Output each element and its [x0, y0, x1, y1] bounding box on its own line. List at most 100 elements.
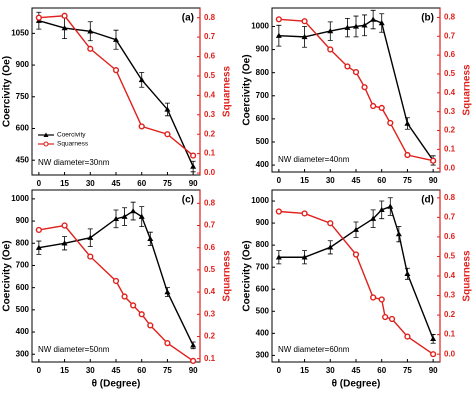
marker: [87, 45, 94, 52]
marker: [35, 244, 42, 250]
x-tick-label: 0: [277, 366, 282, 375]
marker: [301, 18, 308, 25]
marker: [61, 222, 68, 229]
x-tick-label: 15: [300, 176, 309, 185]
marker: [275, 32, 282, 38]
y2-tick-label: 0.2: [444, 310, 456, 319]
series-line: [278, 210, 434, 355]
marker: [112, 277, 120, 285]
marker: [138, 311, 145, 318]
marker: [327, 46, 334, 53]
marker: [404, 120, 411, 126]
marker: [113, 36, 119, 42]
marker: [87, 253, 94, 260]
x-tick-label: 90: [429, 176, 438, 185]
y-tick-label: 600: [16, 124, 30, 133]
series-line: [278, 205, 434, 340]
y-tick-label: 600: [16, 283, 30, 292]
x-tick-label: 15: [300, 366, 309, 375]
marker: [138, 123, 145, 130]
x-tick-label: 0: [37, 179, 42, 188]
marker: [378, 20, 385, 26]
annotation: NW diameter=30nm: [38, 158, 110, 167]
y2-tick-label: 0.0: [444, 163, 456, 172]
marker: [164, 340, 171, 347]
x-tick-label: 75: [403, 366, 412, 375]
y-tick-label: 800: [256, 68, 270, 77]
marker: [275, 208, 282, 215]
marker: [327, 244, 334, 250]
y2-tick-label: 0.5: [444, 252, 456, 261]
marker: [35, 14, 42, 21]
y-tick-label: 900: [16, 60, 30, 69]
y2-tick-label: 0.8: [204, 13, 216, 22]
y2-tick-label: 0.5: [444, 69, 456, 78]
y2-tick-label: 0.6: [204, 52, 216, 61]
marker: [190, 342, 197, 348]
y2-tick-label: 0.0: [204, 168, 216, 177]
legend-label: Coercivity: [57, 132, 86, 139]
annotation: NW diameter=40nm: [278, 155, 350, 164]
marker: [404, 333, 411, 340]
marker: [353, 23, 359, 29]
marker: [344, 24, 351, 30]
x-tick-label: 30: [326, 366, 335, 375]
y-tick-label: 400: [256, 328, 270, 337]
marker: [35, 226, 42, 234]
marker: [430, 157, 437, 164]
x-tick-label: 60: [137, 179, 146, 188]
marker: [378, 104, 385, 112]
x-axis-label: θ (Degree): [332, 379, 381, 390]
panel-label: (b): [421, 13, 434, 24]
marker: [275, 254, 282, 260]
x-tick-label: 90: [429, 366, 438, 375]
panel-label: (d): [421, 195, 434, 206]
marker: [370, 215, 377, 221]
marker: [352, 68, 360, 76]
y2-tick-label: 0.7: [204, 32, 216, 41]
y2-tick-label: 0.8: [444, 193, 456, 202]
marker: [61, 25, 68, 31]
marker: [87, 234, 94, 240]
marker: [61, 12, 68, 19]
marker: [378, 206, 385, 213]
marker: [130, 302, 137, 309]
x-axis-label: θ (Degree): [92, 379, 141, 390]
series-line: [278, 18, 434, 161]
marker: [121, 213, 128, 219]
y2-tick-label: 0.6: [444, 50, 456, 59]
y-tick-label: 300: [16, 349, 30, 358]
y2-tick-label: 0.3: [204, 309, 216, 318]
y2-tick-label: 0.4: [444, 88, 456, 97]
marker: [301, 254, 308, 260]
y2-tick-label: 0.8: [204, 198, 216, 207]
marker: [404, 151, 411, 159]
y-tick-label: 600: [256, 284, 270, 293]
marker: [395, 231, 402, 237]
y-tick-label: 400: [16, 327, 30, 336]
marker: [370, 102, 377, 110]
marker: [430, 335, 437, 342]
marker: [387, 119, 394, 127]
y-axis-label: Coercivity (Oe): [2, 56, 13, 127]
marker: [352, 251, 360, 258]
marker: [361, 84, 368, 91]
y-tick-label: 900: [256, 45, 270, 54]
x-tick-label: 60: [137, 366, 146, 375]
x-tick-label: 75: [163, 366, 172, 375]
y2-tick-label: 0.4: [204, 287, 216, 296]
marker: [388, 315, 396, 323]
y2-tick-label: 0.6: [444, 232, 456, 241]
panel-label: (a): [182, 13, 194, 24]
x-tick-label: 45: [112, 179, 121, 188]
y-tick-label: 500: [256, 306, 270, 315]
y2-tick-label: 0.1: [444, 144, 456, 153]
x-tick-label: 45: [352, 366, 361, 375]
y2-axis-label: Squarness: [222, 65, 233, 117]
marker: [327, 220, 334, 227]
marker: [275, 16, 282, 23]
marker: [361, 22, 368, 28]
marker: [190, 163, 197, 169]
y2-tick-label: 0.4: [204, 90, 216, 99]
